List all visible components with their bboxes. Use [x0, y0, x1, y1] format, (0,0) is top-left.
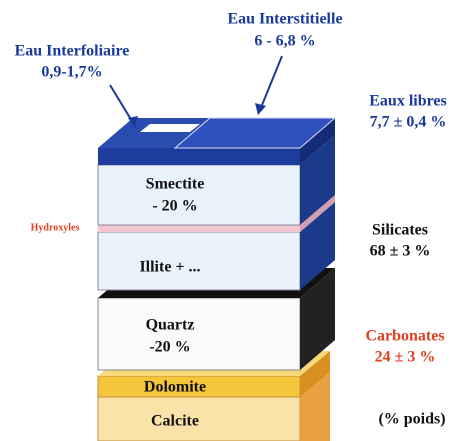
- value: 24 ± 3 %: [375, 349, 436, 366]
- value: 6 - 6,8 %: [254, 33, 315, 50]
- quartz-block: [97, 297, 301, 371]
- calcite-block: [97, 396, 301, 441]
- label: Quartz: [146, 317, 195, 334]
- value: -20 %: [149, 339, 190, 356]
- label: Calcite: [151, 413, 199, 430]
- interlayer-gap: [140, 124, 200, 132]
- value: 68 ± 3 %: [370, 243, 431, 260]
- water-front: [98, 148, 300, 165]
- value: - 20 %: [152, 198, 197, 215]
- value: 7,7 ± 0,4 %: [370, 114, 447, 131]
- label: Eau Interstitielle: [227, 11, 342, 28]
- arrow: [259, 55, 283, 111]
- label: Carbonates: [365, 328, 444, 345]
- hydroxyles-band: [98, 225, 300, 232]
- label: Silicates: [372, 222, 428, 239]
- label: Eau Interfoliaire: [15, 43, 130, 60]
- water-side: [300, 118, 335, 165]
- illite-side: [300, 202, 335, 290]
- dolomite-side: [300, 351, 330, 397]
- interstitial-layer: [173, 117, 337, 149]
- label: Hydroxyles: [31, 222, 80, 233]
- hydroxyles-side: [300, 195, 335, 232]
- label: (% poids): [378, 411, 445, 428]
- calcite-side: [300, 372, 330, 441]
- value: 0,9-1,7%: [41, 64, 102, 81]
- arrow-head: [255, 103, 266, 115]
- label: Illite + ...: [139, 259, 200, 276]
- smectite-block: [97, 164, 301, 226]
- label: Dolomite: [144, 379, 206, 396]
- label: Eaux libres: [369, 93, 447, 110]
- arrow-head: [128, 116, 138, 128]
- label: Smectite: [146, 176, 205, 193]
- quartz-side: [300, 268, 335, 370]
